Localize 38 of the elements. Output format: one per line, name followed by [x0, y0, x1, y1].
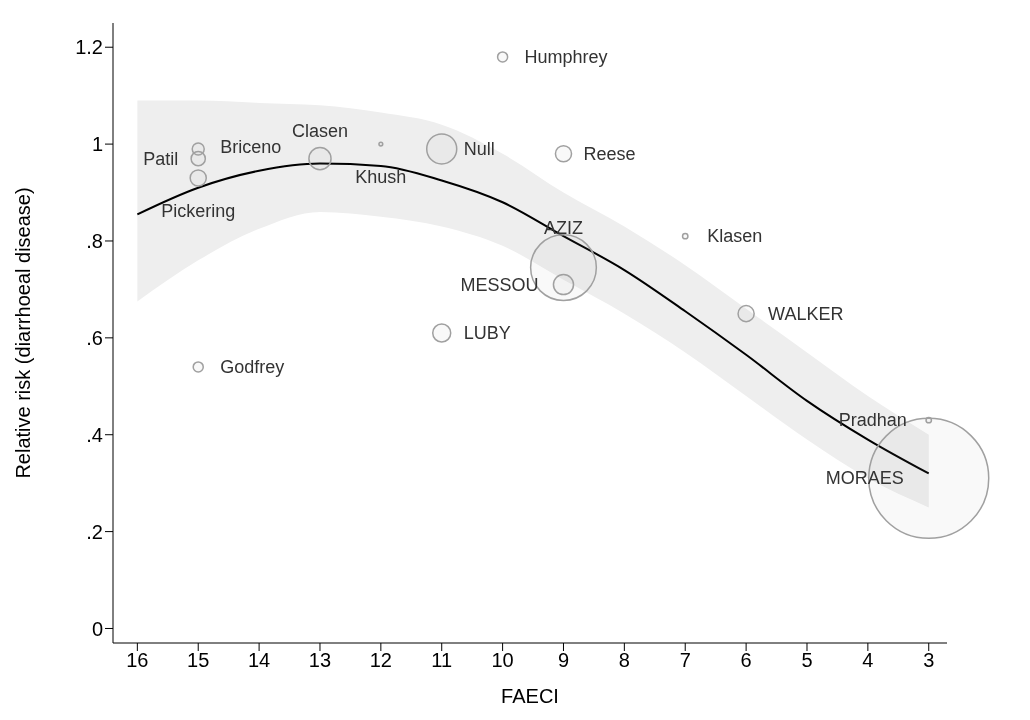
- x-tick-label: 10: [491, 649, 514, 672]
- annotation: WALKER: [768, 303, 844, 324]
- x-tick-label: 14: [247, 649, 271, 672]
- x-tick-label: 16: [126, 649, 149, 672]
- x-tick-label: 3: [923, 649, 935, 672]
- annotation: Godfrey: [220, 356, 285, 377]
- x-tick-label: 11: [431, 649, 453, 672]
- annotation: MORAES: [825, 468, 904, 489]
- x-tick-label: 7: [679, 649, 691, 672]
- y-tick-label: 1: [91, 133, 103, 156]
- annotation: Briceno: [220, 136, 282, 157]
- x-tick-label: 5: [801, 649, 813, 672]
- annotation: Khush: [355, 167, 407, 188]
- y-tick-label: 1.2: [75, 36, 103, 59]
- x-tick-label: 9: [557, 649, 570, 672]
- annotation: Humphrey: [524, 46, 608, 67]
- annotation: Null: [463, 138, 495, 159]
- x-tick-label: 8: [618, 649, 630, 672]
- y-tick-label: .4: [86, 423, 103, 446]
- y-tick-label: .8: [86, 230, 103, 253]
- annotation: LUBY: [463, 323, 511, 343]
- annotation: Pradhan: [838, 410, 907, 431]
- x-tick-label: 6: [740, 649, 752, 672]
- y-tick-label: 0: [91, 617, 103, 640]
- x-tick-label: 15: [187, 649, 210, 672]
- x-tick-label: 13: [308, 649, 332, 672]
- annotation: Patil: [143, 148, 179, 169]
- annotation: Pickering: [161, 201, 236, 221]
- annotation: Klasen: [707, 226, 763, 247]
- annotation: MESSOU: [460, 274, 539, 295]
- annotation: Clasen: [291, 120, 348, 141]
- x-axis-title: FAECI: [501, 685, 559, 707]
- y-axis-title: Relative risk (diarrhoeal disease): [12, 187, 35, 479]
- x-tick-label: 4: [862, 649, 874, 672]
- y-tick-label: .2: [86, 520, 103, 543]
- annotation: Reese: [583, 143, 636, 164]
- y-tick-label: .6: [86, 326, 103, 349]
- x-tick-label: 12: [369, 649, 392, 672]
